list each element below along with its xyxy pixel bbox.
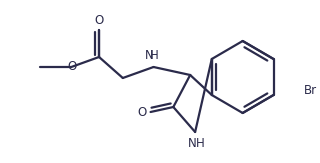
Text: Br: Br [304,83,317,96]
Text: O: O [137,105,147,119]
Text: O: O [94,14,104,27]
Text: O: O [68,59,77,73]
Text: N: N [145,49,154,62]
Text: H: H [196,137,204,150]
Text: H: H [150,49,159,62]
Text: N: N [188,137,196,150]
